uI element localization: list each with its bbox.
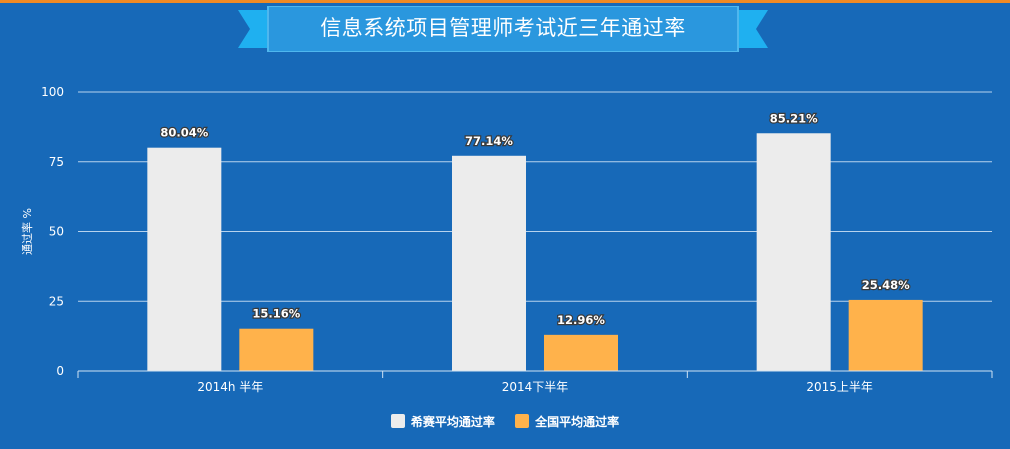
data-label: 12.96%: [557, 313, 605, 327]
bar-xisai[interactable]: [756, 133, 831, 371]
legend-item-national[interactable]: 全国平均通过率: [515, 413, 619, 430]
x-tick-label: 2014下半年: [502, 380, 569, 394]
data-label: 15.16%: [252, 307, 300, 321]
y-axis-label: 通过率 %: [20, 208, 34, 255]
grid-layer: [78, 91, 992, 302]
ribbon-right-tail: [738, 10, 768, 48]
data-label: 25.48%: [862, 278, 910, 292]
legend-label-xisai: 希赛平均通过率: [410, 415, 495, 429]
chart-title: 信息系统项目管理师考试近三年通过率: [320, 16, 686, 40]
title-banner: 信息系统项目管理师考试近三年通过率: [238, 6, 768, 52]
x-tick-label: 2015上半年: [806, 380, 873, 394]
ribbon-left-tail: [238, 10, 268, 48]
ribbon-main-panel: [267, 6, 739, 52]
y-tick-label: 50: [49, 225, 64, 239]
x-tick-label: 2014h 半年: [197, 380, 263, 394]
y-tick-label: 100: [41, 85, 64, 99]
y-tick-label: 25: [49, 294, 64, 308]
bar-national[interactable]: [239, 328, 314, 371]
legend-swatch-xisai: [390, 414, 405, 428]
data-label: 80.04%: [160, 126, 208, 140]
y-tick-label: 0: [56, 364, 64, 378]
legend-item-xisai[interactable]: 希赛平均通过率: [390, 413, 495, 430]
bars-layer: [147, 133, 923, 371]
bar-xisai[interactable]: [147, 147, 222, 371]
bar-national[interactable]: [848, 299, 923, 371]
data-label: 85.21%: [770, 111, 818, 125]
y-tick-label: 75: [49, 155, 64, 169]
legend-swatch-national: [515, 414, 530, 428]
ribbon-shape: [238, 6, 768, 52]
labels-layer: 80.04% 15.16% 77.14% 12.96% 85.21% 25.48%: [159, 110, 911, 328]
bar-xisai[interactable]: [452, 155, 526, 371]
bar-national[interactable]: [544, 334, 618, 371]
top-accent-stripe: [0, 0, 1010, 3]
chart-legend: 希赛平均通过率 全国平均通过率: [0, 413, 1010, 430]
data-label: 77.14%: [465, 134, 513, 148]
axis-layer: 0 25 50 75 100 通过率 % 2014h 半年 2014下半年 2015上半年: [20, 85, 993, 394]
legend-label-national: 全国平均通过率: [535, 415, 620, 429]
